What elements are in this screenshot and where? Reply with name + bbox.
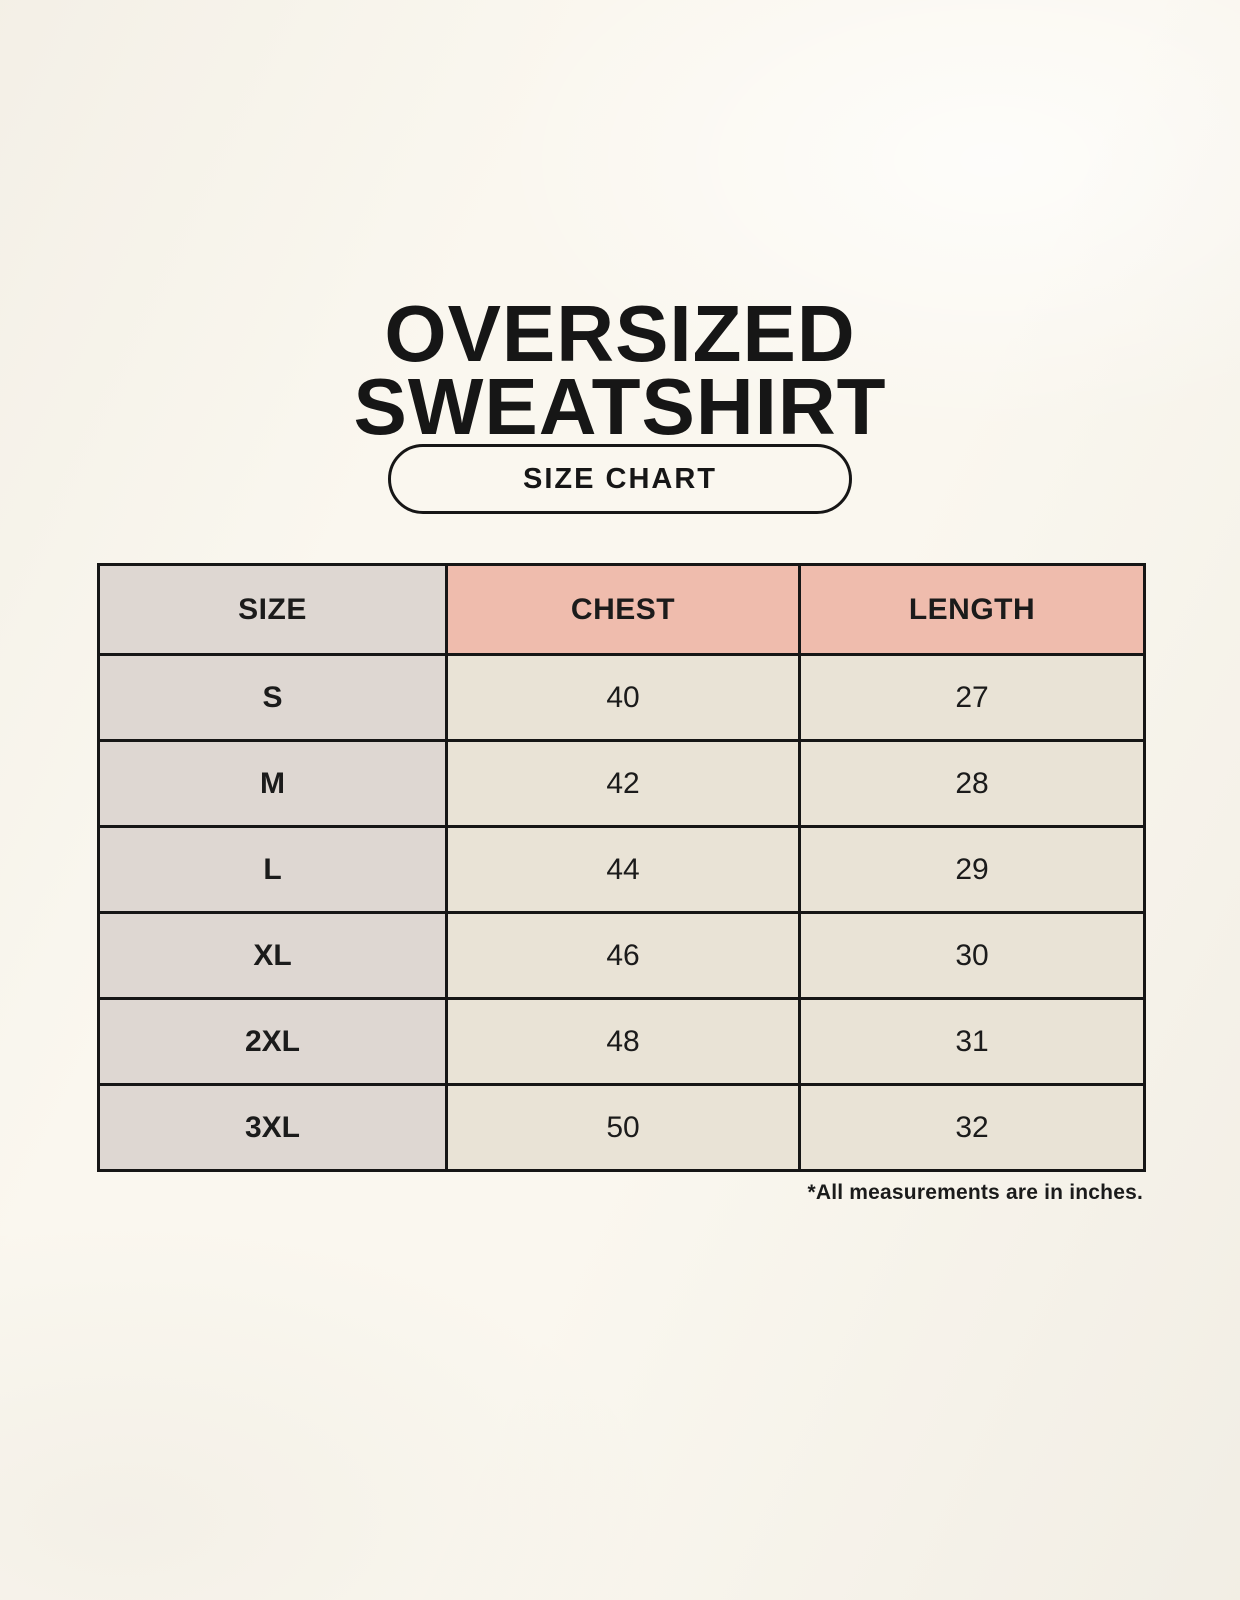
measurements-footnote: *All measurements are in inches. — [807, 1181, 1143, 1204]
row-label-m: M — [97, 739, 448, 828]
chest-value: 44 — [445, 825, 801, 914]
title-line-2: SWEATSHIRT — [353, 361, 887, 451]
page-title: OVERSIZED SWEATSHIRT — [0, 288, 1240, 451]
column-header-length: LENGTH — [798, 563, 1146, 656]
row-label-xl: XL — [97, 911, 448, 1000]
row-label-s: S — [97, 653, 448, 742]
chest-value: 42 — [445, 739, 801, 828]
length-value: 32 — [798, 1083, 1146, 1172]
table-row: S 40 27 — [97, 653, 1146, 742]
chest-value: 40 — [445, 653, 801, 742]
chest-value: 50 — [445, 1083, 801, 1172]
column-header-size: SIZE — [97, 563, 448, 656]
row-label-3xl: 3XL — [97, 1083, 448, 1172]
table-header-row: SIZE CHEST LENGTH — [97, 563, 1146, 656]
length-value: 31 — [798, 997, 1146, 1086]
title-line-1: OVERSIZED — [384, 288, 856, 378]
row-label-2xl: 2XL — [97, 997, 448, 1086]
column-header-chest: CHEST — [445, 563, 801, 656]
size-table: SIZE CHEST LENGTH S 40 27 M 42 28 L 44 2… — [97, 563, 1146, 1172]
length-value: 30 — [798, 911, 1146, 1000]
table-row: L 44 29 — [97, 825, 1146, 914]
row-label-l: L — [97, 825, 448, 914]
table-row: XL 46 30 — [97, 911, 1146, 1000]
length-value: 28 — [798, 739, 1146, 828]
table-row: 2XL 48 31 — [97, 997, 1146, 1086]
length-value: 27 — [798, 653, 1146, 742]
chest-value: 46 — [445, 911, 801, 1000]
size-chart-button[interactable]: SIZE CHART — [388, 444, 852, 514]
length-value: 29 — [798, 825, 1146, 914]
table-row: M 42 28 — [97, 739, 1146, 828]
chest-value: 48 — [445, 997, 801, 1086]
table-row: 3XL 50 32 — [97, 1083, 1146, 1172]
